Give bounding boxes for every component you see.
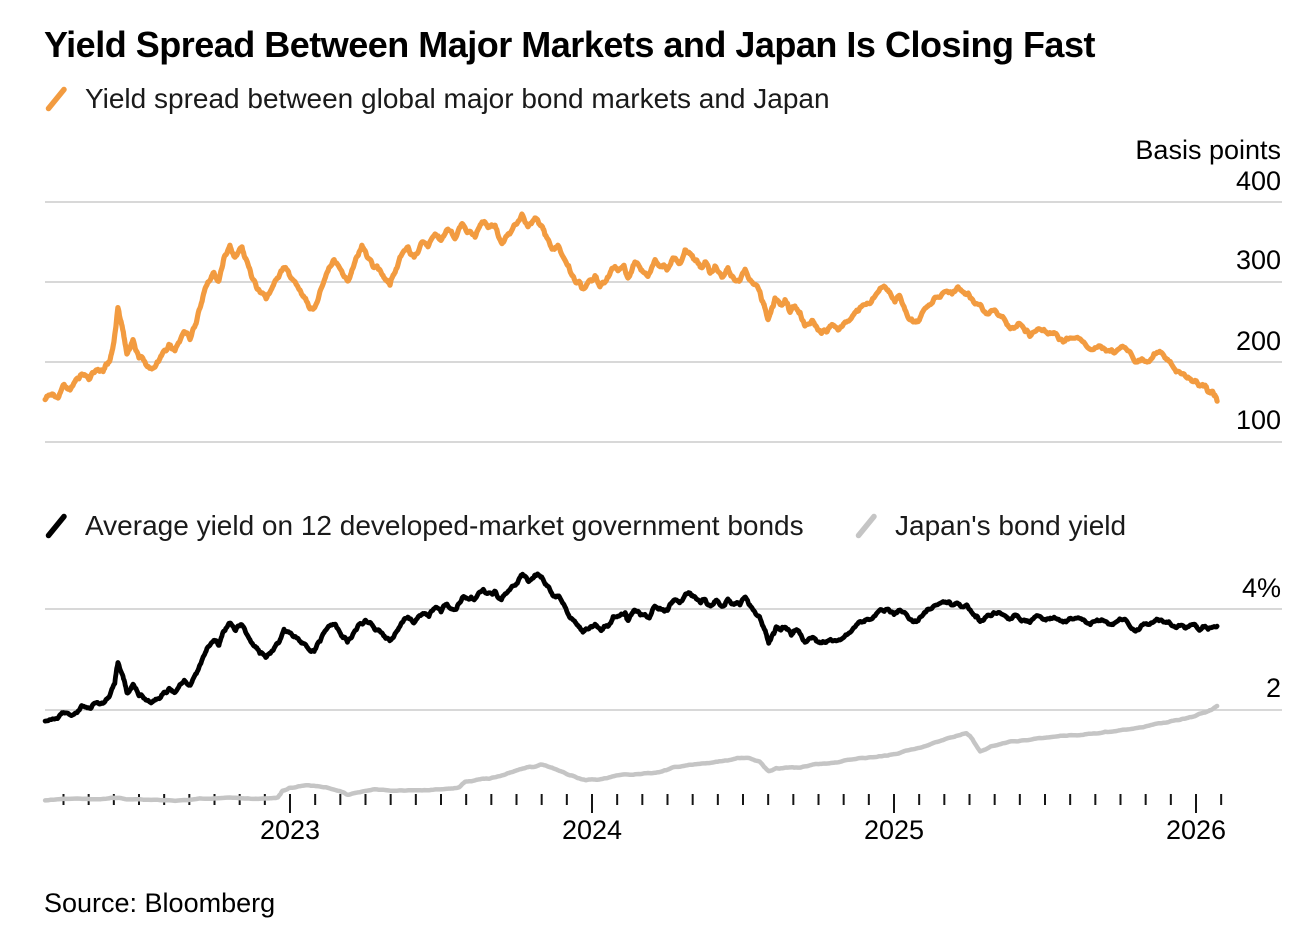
xtick-2023: 2023 [259,815,321,845]
axis-unit-label: Basis points [1135,135,1281,165]
ytick-4pct: 4% [1241,573,1281,603]
page-title: Yield Spread Between Major Markets and J… [44,24,1095,65]
legend-label-average-yield: Average yield on 12 developed-market gov… [85,510,804,541]
xtick-2025: 2025 [863,815,925,845]
spread-series-slash-icon [45,86,67,112]
japan-yield-series-slash-icon [855,513,877,539]
ytick-400: 400 [1235,166,1281,196]
xtick-2024: 2024 [561,815,623,845]
xtick-2026: 2026 [1165,815,1227,845]
ytick-100: 100 [1235,405,1281,435]
source-label: Source: Bloomberg [44,888,276,918]
ytick-300: 300 [1235,245,1281,275]
ytick-2: 2 [1265,673,1281,703]
ytick-200: 200 [1235,326,1281,356]
legend-item-spread: Yield spread between global major bond m… [45,85,830,113]
average-yield-series-slash-icon [45,513,67,539]
legend-item-japan-yield: Japan's bond yield [855,512,1126,540]
legend-label-japan-yield: Japan's bond yield [895,510,1127,541]
legend-label-spread: Yield spread between global major bond m… [85,83,830,114]
legend-item-average-yield: Average yield on 12 developed-market gov… [45,512,804,540]
